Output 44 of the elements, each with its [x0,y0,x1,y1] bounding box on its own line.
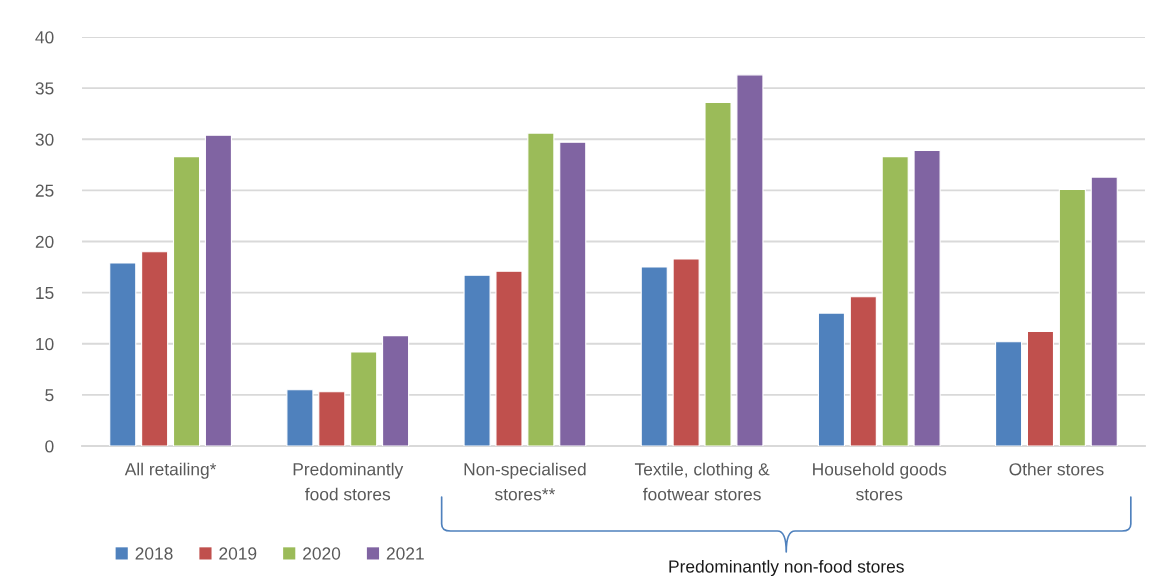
bar [995,341,1023,446]
bar [817,312,845,446]
bar [350,351,378,446]
legend-label: 2020 [303,547,341,560]
y-tick-label: 30 [35,133,54,146]
bar [704,101,732,446]
bar [495,270,523,446]
x-tick-label: Textile, clothing & footwear stores [634,462,770,501]
y-tick-label: 5 [45,389,54,402]
bar [382,335,410,446]
bar [527,132,555,446]
y-tick-label: 0 [45,440,54,453]
bar [849,296,877,446]
bar [172,156,201,446]
x-tick-label: Household goods stores [813,462,947,501]
legend-label: 2018 [135,547,173,560]
x-tick-label: Other stores [1009,462,1104,476]
bar [463,274,491,446]
text: Predominantly non-food stores [669,559,904,577]
legend-label: 2021 [386,547,424,560]
bar [141,251,169,446]
bar [109,262,137,446]
y-tick-label: 35 [35,82,54,95]
bar [318,391,346,446]
bar [640,266,668,446]
x-tick-label: Non-specialised stores** [464,462,586,501]
y-tick-label: 20 [35,235,54,248]
y-tick-label: 40 [35,31,54,44]
y-tick-label: 25 [35,184,54,197]
legend-label: 2019 [219,547,257,560]
bar [559,141,587,446]
y-tick-label: 10 [36,337,54,351]
bar [736,74,764,446]
bar [1090,176,1118,446]
bar [881,156,909,446]
y-tick-label: 15 [36,286,54,300]
x-tick-label: Predominantly food stores [293,462,404,501]
bar [913,149,941,446]
bar [286,389,314,446]
bar [204,134,232,446]
bar [1026,330,1055,446]
bar [1058,188,1086,446]
bar [672,258,700,446]
x-tick-label: All retailing* [124,462,217,479]
